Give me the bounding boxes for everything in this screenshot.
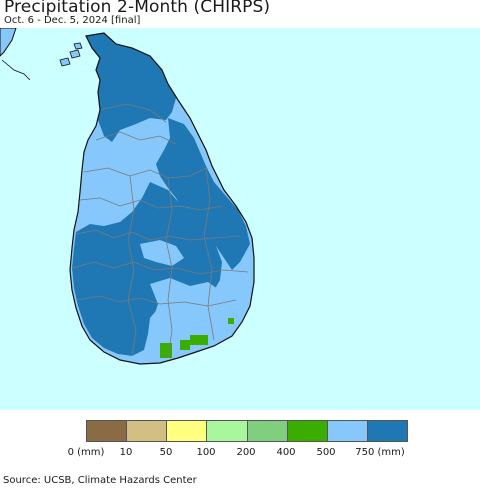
heavy-rain-zones xyxy=(72,33,250,356)
legend-swatch-6 xyxy=(327,421,368,441)
precipitation-legend-bar xyxy=(86,420,408,442)
legend-label-1: 10 xyxy=(119,447,133,458)
india-landmass xyxy=(0,28,17,57)
legend-swatch-2 xyxy=(167,421,208,441)
legend-label-4: 200 xyxy=(236,447,256,458)
source-credit: Source: UCSB, Climate Hazards Center xyxy=(3,475,197,486)
north-central-patch xyxy=(82,128,160,220)
green-patch-4 xyxy=(228,318,234,324)
green-patch-3 xyxy=(190,335,208,345)
green-patch-1 xyxy=(160,343,172,358)
legend-label-2: 50 xyxy=(159,447,173,458)
india-coast-detail xyxy=(1,59,31,81)
east-heavy-zone xyxy=(156,118,250,270)
legend-label-6: 500 xyxy=(316,447,336,458)
legend-swatch-1 xyxy=(127,421,168,441)
sri-lanka-map-svg xyxy=(0,28,255,365)
coastline xyxy=(69,32,255,365)
green-patch-2 xyxy=(180,340,190,350)
precipitation-map xyxy=(0,28,480,410)
legend-swatch-3 xyxy=(207,421,248,441)
green-patches xyxy=(160,318,234,358)
legend-swatch-0 xyxy=(87,421,128,441)
legend-label-0: 0 (mm) xyxy=(67,447,105,458)
legend-swatch-5 xyxy=(287,421,328,441)
map-title: Precipitation 2-Month (CHIRPS) xyxy=(4,0,271,17)
district-boundaries xyxy=(71,103,249,359)
map-subtitle: Oct. 6 - Dec. 5, 2024 [final] xyxy=(4,15,141,26)
legend-label-7: 750 (mm) xyxy=(355,447,405,458)
legend-swatch-4 xyxy=(247,421,288,441)
jaffna-islands xyxy=(59,42,83,67)
central-heavy-zone xyxy=(72,182,222,356)
mid-patch xyxy=(140,240,184,266)
legend-swatch-7 xyxy=(367,421,407,441)
legend-label-3: 100 xyxy=(196,447,216,458)
legend-label-5: 400 xyxy=(276,447,296,458)
